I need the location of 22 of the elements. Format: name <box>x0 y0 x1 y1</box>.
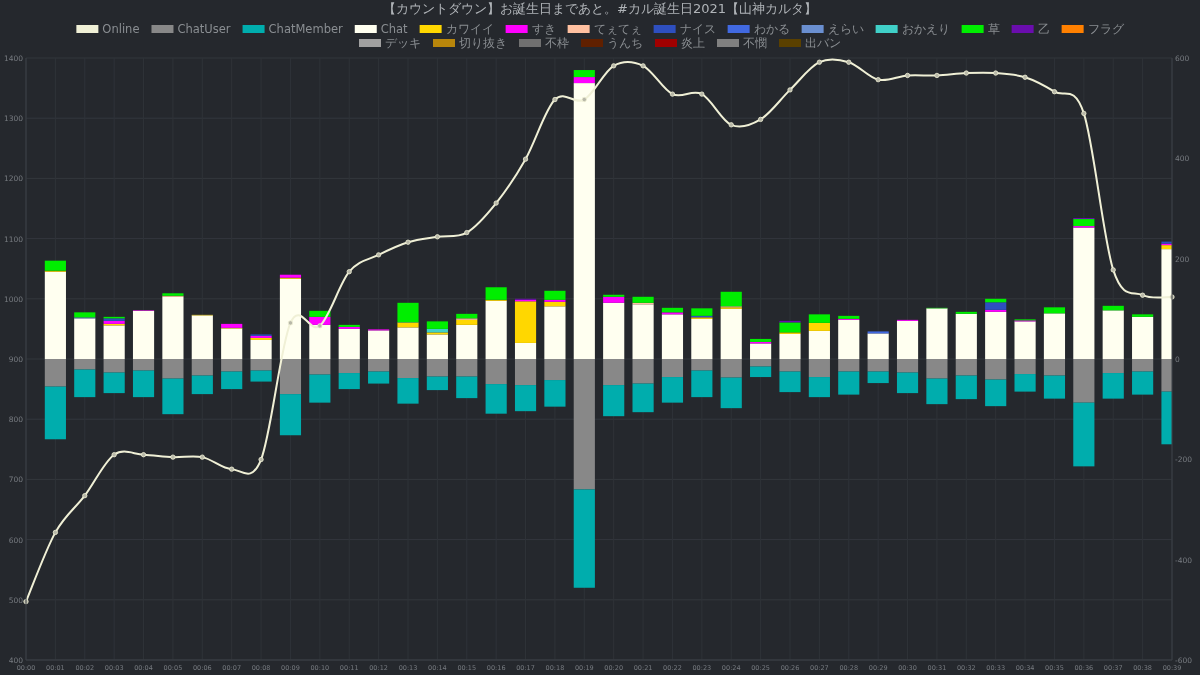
legend-label: わかる <box>753 22 790 36</box>
chart-title: 【カウントダウン】お誕生日まであと。#カル誕生日2021【山神カルタ】 <box>383 1 817 16</box>
legend-label: 炎上 <box>681 36 705 50</box>
legend-label: てぇてぇ <box>593 22 642 36</box>
legend-label: 乙 <box>1037 22 1050 36</box>
legend-label: えらい <box>827 22 864 36</box>
legend-label: 草 <box>987 22 1000 36</box>
legend-label: おかえり <box>901 22 950 36</box>
legend-label: カワイイ <box>445 22 494 36</box>
legend-label: デッキ <box>385 36 421 50</box>
legend-label: フラグ <box>1087 22 1125 36</box>
legend-label: ChatUser <box>177 22 231 36</box>
legend-label: 出バン <box>805 36 841 50</box>
legend-label: 不憫 <box>743 36 767 50</box>
legend-label: Chat <box>380 22 409 36</box>
legend-label: 不枠 <box>545 36 569 50</box>
legend-label: ChatMember <box>268 22 344 36</box>
legend-label: すき <box>531 22 556 36</box>
legend-label: 切り抜き <box>459 36 507 50</box>
legend-label: Online <box>102 22 140 36</box>
legend-label: うんち <box>607 36 643 50</box>
legend-label: ナイス <box>679 22 716 36</box>
